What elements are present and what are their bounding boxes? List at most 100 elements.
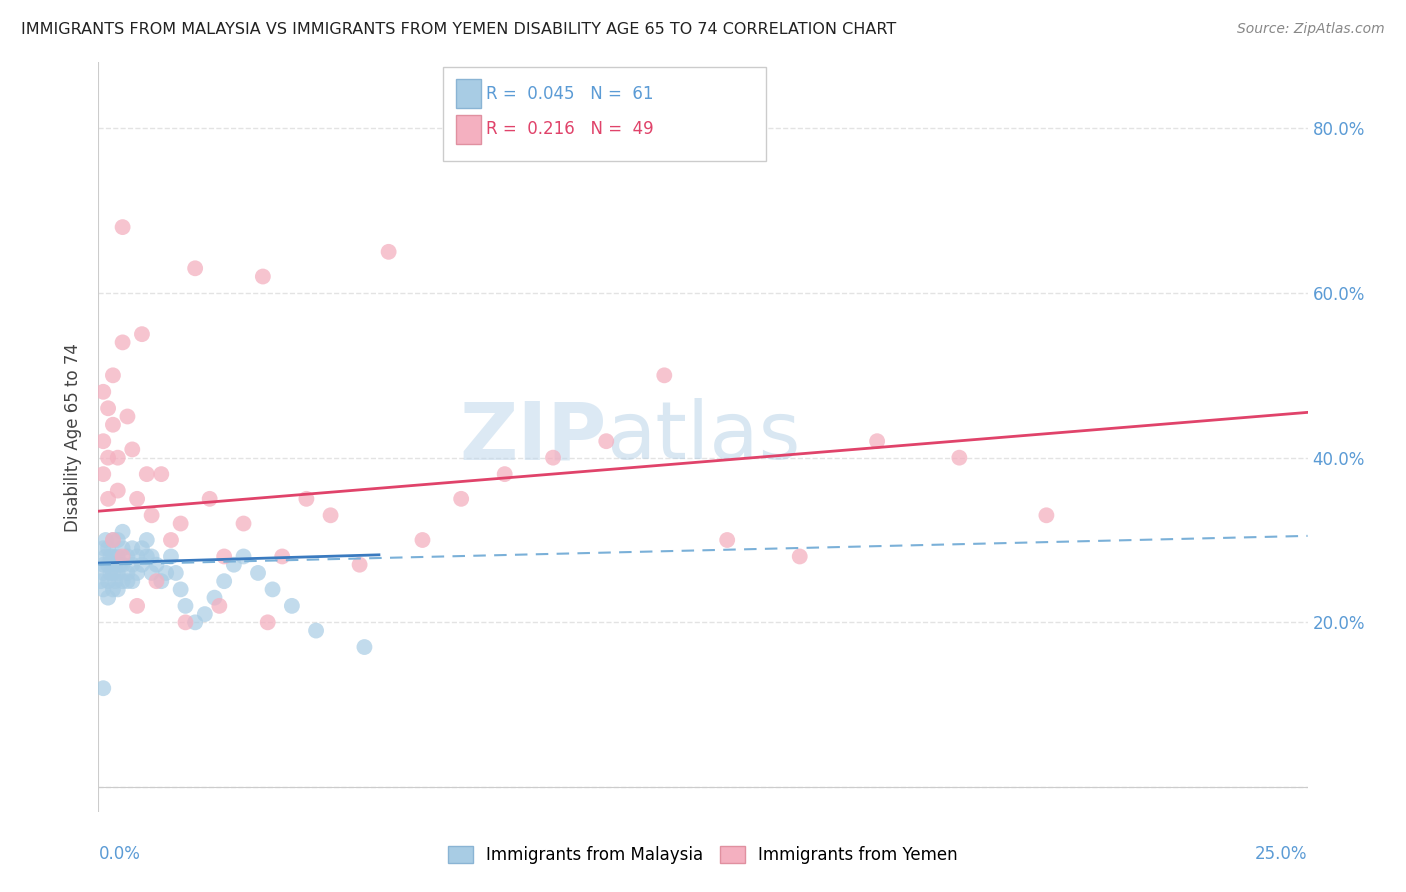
Point: [232, 549, 254, 564]
Point: [174, 615, 197, 630]
Point: [169, 582, 191, 597]
Point: [948, 450, 970, 465]
Legend: Immigrants from Malaysia, Immigrants from Yemen: Immigrants from Malaysia, Immigrants fro…: [441, 839, 965, 871]
Point: [101, 549, 124, 564]
Point: [101, 533, 124, 547]
Point: [100, 549, 122, 564]
Point: [117, 566, 139, 580]
Point: [160, 533, 183, 547]
Point: [90, 574, 112, 589]
Point: [121, 558, 143, 572]
Point: [111, 524, 134, 539]
Text: atlas: atlas: [606, 398, 800, 476]
Point: [212, 549, 235, 564]
Point: [595, 434, 617, 449]
Point: [716, 533, 738, 547]
Point: [165, 566, 187, 580]
Point: [198, 491, 221, 506]
Point: [121, 541, 143, 556]
Point: [145, 574, 167, 589]
Point: [121, 574, 143, 589]
Point: [247, 566, 270, 580]
Point: [141, 566, 163, 580]
Point: [107, 483, 129, 498]
Point: [141, 549, 163, 564]
Point: [97, 450, 120, 465]
Point: [121, 442, 143, 457]
Point: [204, 591, 226, 605]
Point: [155, 566, 177, 580]
Point: [91, 582, 114, 597]
Point: [1035, 508, 1057, 523]
Point: [208, 599, 231, 613]
Text: IMMIGRANTS FROM MALAYSIA VS IMMIGRANTS FROM YEMEN DISABILITY AGE 65 TO 74 CORREL: IMMIGRANTS FROM MALAYSIA VS IMMIGRANTS F…: [21, 22, 897, 37]
Point: [107, 566, 129, 580]
Point: [305, 624, 328, 638]
Point: [91, 434, 114, 449]
Point: [222, 558, 245, 572]
Point: [101, 368, 124, 383]
Y-axis label: Disability Age 65 to 74: Disability Age 65 to 74: [65, 343, 83, 532]
Point: [652, 368, 675, 383]
Point: [100, 566, 122, 580]
Point: [281, 599, 304, 613]
Point: [101, 417, 124, 432]
Point: [111, 335, 134, 350]
Point: [107, 549, 129, 564]
Point: [111, 574, 134, 589]
Point: [97, 574, 120, 589]
Point: [319, 508, 342, 523]
Point: [111, 220, 134, 235]
Point: [150, 574, 173, 589]
Text: 0.0%: 0.0%: [98, 845, 141, 863]
Point: [141, 508, 163, 523]
Text: R =  0.216   N =  49: R = 0.216 N = 49: [486, 120, 654, 138]
Point: [127, 599, 149, 613]
Point: [377, 244, 399, 259]
Point: [101, 533, 124, 547]
Point: [107, 533, 129, 547]
Point: [184, 615, 207, 630]
Point: [97, 591, 120, 605]
Point: [97, 558, 120, 572]
Point: [232, 516, 254, 531]
Point: [789, 549, 811, 564]
Point: [194, 607, 217, 621]
Point: [104, 574, 127, 589]
Point: [104, 558, 127, 572]
Point: [91, 681, 114, 696]
Point: [117, 409, 139, 424]
Point: [97, 541, 120, 556]
Point: [450, 491, 472, 506]
Point: [117, 574, 139, 589]
Point: [866, 434, 889, 449]
Point: [117, 549, 139, 564]
Point: [91, 541, 114, 556]
Point: [271, 549, 294, 564]
Point: [212, 574, 235, 589]
Point: [111, 541, 134, 556]
Text: 25.0%: 25.0%: [1256, 845, 1308, 863]
Point: [135, 549, 157, 564]
Point: [541, 450, 564, 465]
Point: [107, 450, 129, 465]
Point: [91, 467, 114, 482]
Point: [111, 558, 134, 572]
Point: [262, 582, 284, 597]
Point: [252, 269, 274, 284]
Point: [256, 615, 278, 630]
Point: [494, 467, 516, 482]
Point: [91, 566, 114, 580]
Point: [411, 533, 433, 547]
Point: [94, 533, 117, 547]
Point: [169, 516, 191, 531]
Point: [145, 558, 167, 572]
Text: Source: ZipAtlas.com: Source: ZipAtlas.com: [1237, 22, 1385, 37]
Point: [97, 491, 120, 506]
Point: [160, 549, 183, 564]
Point: [135, 467, 157, 482]
Text: ZIP: ZIP: [458, 398, 606, 476]
Point: [127, 566, 149, 580]
Point: [108, 558, 131, 572]
Point: [127, 549, 149, 564]
